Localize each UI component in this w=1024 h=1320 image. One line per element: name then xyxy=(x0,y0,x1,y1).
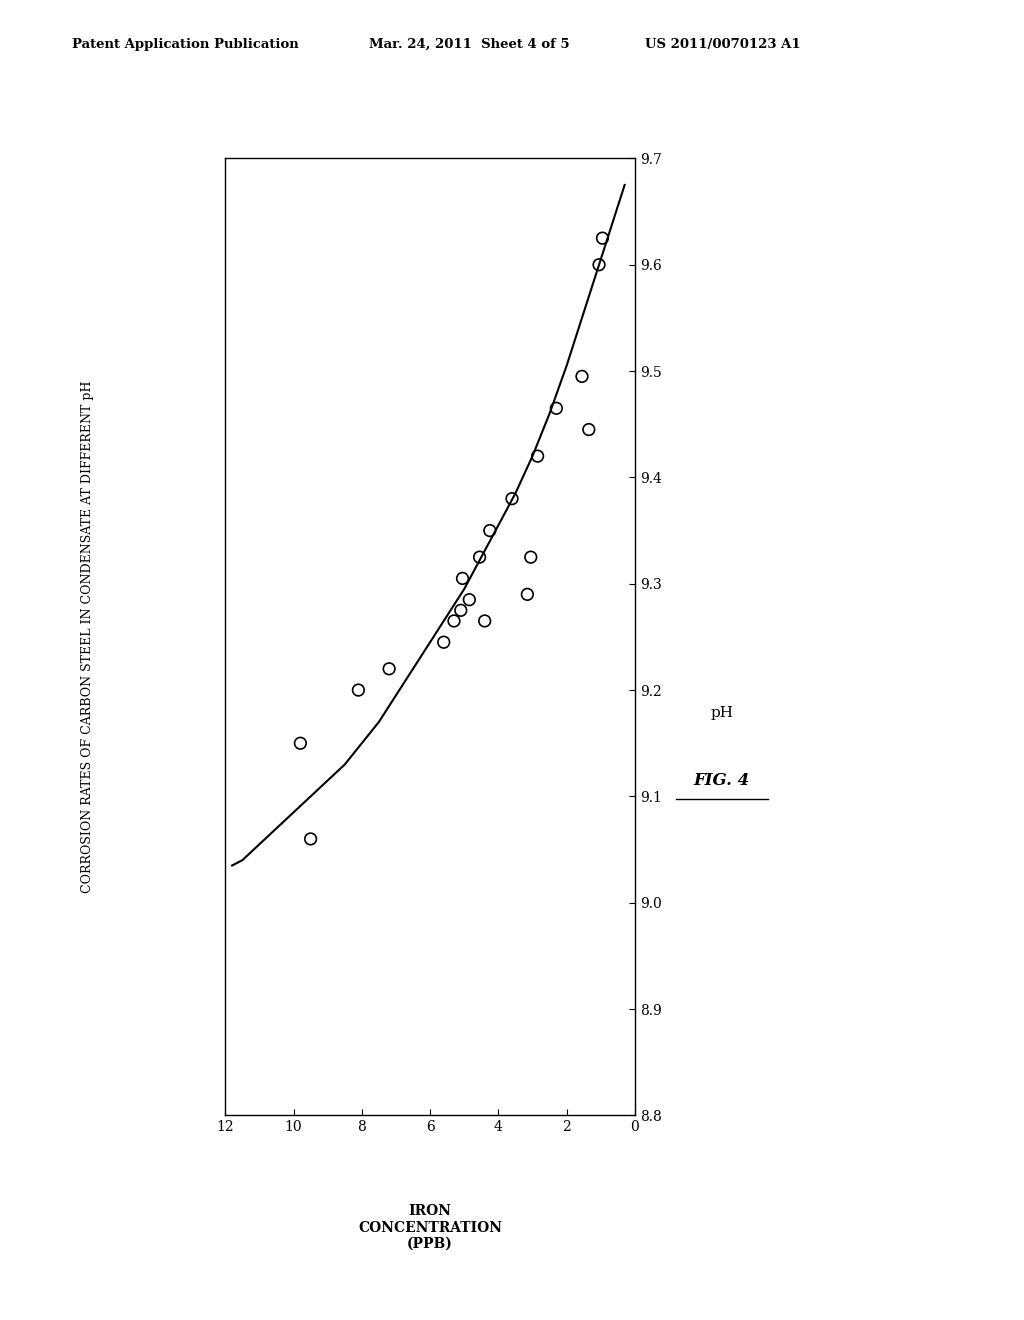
Text: US 2011/0070123 A1: US 2011/0070123 A1 xyxy=(645,37,801,50)
Point xyxy=(581,418,597,440)
Point xyxy=(381,659,397,680)
Point xyxy=(591,255,607,276)
Point xyxy=(445,610,462,631)
Point xyxy=(481,520,498,541)
Point xyxy=(519,583,536,605)
Point xyxy=(302,829,318,850)
Point xyxy=(471,546,487,568)
Text: IRON
CONCENTRATION
(PPB): IRON CONCENTRATION (PPB) xyxy=(358,1204,502,1251)
Text: pH: pH xyxy=(711,706,733,721)
Text: CORROSION RATES OF CARBON STEEL IN CONDENSATE AT DIFFERENT pH: CORROSION RATES OF CARBON STEEL IN CONDE… xyxy=(81,380,93,894)
Text: Mar. 24, 2011  Sheet 4 of 5: Mar. 24, 2011 Sheet 4 of 5 xyxy=(369,37,569,50)
Point xyxy=(573,366,590,387)
Point xyxy=(461,589,477,610)
Point xyxy=(350,680,367,701)
Point xyxy=(453,599,469,620)
Point xyxy=(435,632,452,653)
Point xyxy=(594,227,610,248)
Point xyxy=(455,568,471,589)
Point xyxy=(548,397,564,418)
Text: FIG. 4: FIG. 4 xyxy=(694,772,750,789)
Point xyxy=(529,446,546,467)
Text: Patent Application Publication: Patent Application Publication xyxy=(72,37,298,50)
Point xyxy=(292,733,308,754)
Point xyxy=(504,488,520,510)
Point xyxy=(522,546,539,568)
Point xyxy=(476,610,493,631)
